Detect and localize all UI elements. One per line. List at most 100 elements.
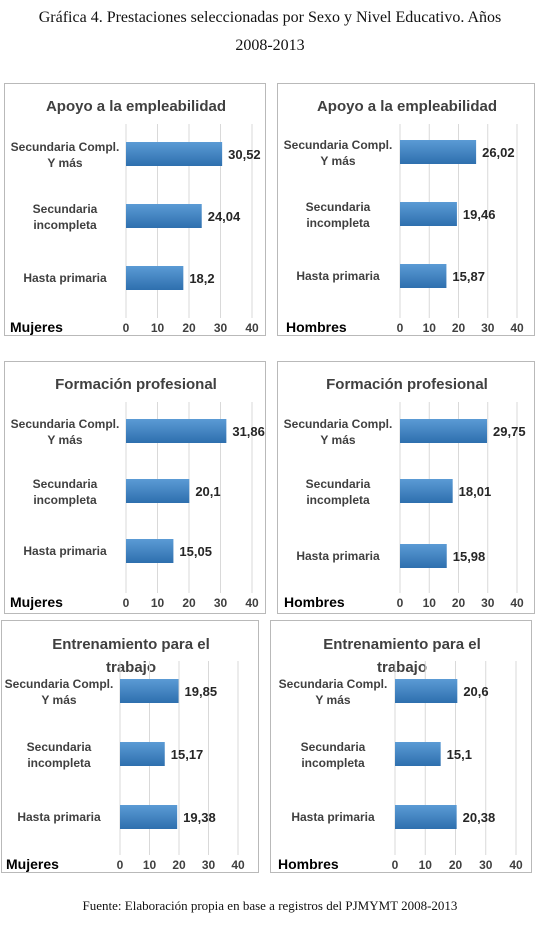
data-label: 15,17 xyxy=(171,747,204,762)
tick-label: 40 xyxy=(510,321,524,335)
tick-label: 10 xyxy=(419,858,433,872)
data-label: 24,04 xyxy=(208,209,241,224)
tick-label: 40 xyxy=(231,858,245,872)
chart-panel-3: Formación profesional 31,86 Secundaria Com… xyxy=(4,361,266,614)
tick-label: 30 xyxy=(214,596,228,610)
data-label: 20,6 xyxy=(463,684,488,699)
chart-svg-5: Entrenamiento para el trabajo 19,85 Secunda… xyxy=(5,636,245,872)
tick-label: 40 xyxy=(509,858,523,872)
tick-label: 40 xyxy=(245,596,259,610)
category-label: Hasta primaria xyxy=(291,810,375,824)
chart-panel-2: Apoyo a la empleabilidad 26,02 Secundaria … xyxy=(277,83,535,336)
gender-label: Mujeres xyxy=(10,319,63,335)
data-label: 26,02 xyxy=(482,145,515,160)
chart-title: Entrenamiento para el trabajo xyxy=(323,636,481,676)
category-label: Secundaria incompleta xyxy=(33,477,98,507)
bar xyxy=(126,419,227,443)
chart-svg-1: Apoyo a la empleabilidad 30,52 Secundaria … xyxy=(10,98,261,335)
category-label: Secundaria Compl. Y más xyxy=(279,677,388,707)
category-label: Hasta primaria xyxy=(296,549,380,563)
tick-label: 0 xyxy=(117,858,124,872)
tick-label: 40 xyxy=(510,596,524,610)
tick-label: 0 xyxy=(123,321,130,335)
data-label: 30,52 xyxy=(228,147,261,162)
chart-svg-4: Formación profesional 29,75 Secundaria Com… xyxy=(284,376,526,610)
bar xyxy=(126,204,202,228)
bar xyxy=(126,479,190,503)
chart-panel-1: Apoyo a la empleabilidad 30,52 Secundaria … xyxy=(4,83,266,336)
category-label: Hasta primaria xyxy=(296,269,380,283)
chart-title: Apoyo a la empleabilidad xyxy=(317,98,497,115)
category-label: Secundaria Compl. Y más xyxy=(5,677,114,707)
data-label: 15,05 xyxy=(179,544,212,559)
tick-label: 20 xyxy=(449,858,463,872)
data-label: 19,85 xyxy=(185,684,218,699)
chart-panel-4: Formación profesional 29,75 Secundaria Com… xyxy=(277,361,535,614)
tick-label: 40 xyxy=(245,321,259,335)
tick-label: 20 xyxy=(182,321,196,335)
tick-label: 10 xyxy=(143,858,157,872)
chart-title: Apoyo a la empleabilidad xyxy=(46,98,226,115)
bar xyxy=(120,679,179,703)
category-label: Secundaria incompleta xyxy=(27,740,92,770)
gender-label: Mujeres xyxy=(6,856,59,872)
figure-title-line-2: 2008-2013 xyxy=(235,37,305,54)
chart-title: Formación profesional xyxy=(326,376,488,393)
data-label: 19,38 xyxy=(183,810,216,825)
bar xyxy=(395,742,441,766)
data-label: 31,86 xyxy=(232,424,265,439)
bar xyxy=(126,142,223,166)
tick-label: 10 xyxy=(423,596,437,610)
bar xyxy=(400,479,453,503)
tick-label: 10 xyxy=(151,321,165,335)
tick-label: 0 xyxy=(123,596,130,610)
tick-label: 20 xyxy=(182,596,196,610)
tick-label: 20 xyxy=(452,321,466,335)
chart-panel-5: Entrenamiento para el trabajo 19,85 Secunda… xyxy=(1,620,259,873)
chart-title: Formación profesional xyxy=(55,376,217,393)
tick-label: 20 xyxy=(452,596,466,610)
category-label: Hasta primaria xyxy=(23,271,107,285)
data-label: 18,2 xyxy=(189,271,214,286)
tick-label: 30 xyxy=(202,858,216,872)
source-note: Fuente: Elaboración propia en base a reg… xyxy=(82,898,458,913)
gender-label: Mujeres xyxy=(10,594,63,610)
bar xyxy=(120,805,178,829)
chart-svg-2: Apoyo a la empleabilidad 26,02 Secundaria … xyxy=(284,98,524,335)
tick-label: 20 xyxy=(172,858,186,872)
tick-label: 0 xyxy=(397,321,404,335)
bar xyxy=(400,544,447,568)
category-label: Secundaria Compl. Y más xyxy=(11,140,120,170)
bar xyxy=(400,140,477,164)
tick-label: 30 xyxy=(214,321,228,335)
chart-svg-3: Formación profesional 31,86 Secundaria Com… xyxy=(10,376,265,610)
bar xyxy=(395,805,457,829)
gender-label: Hombres xyxy=(278,856,339,872)
category-label: Secundaria incompleta xyxy=(301,740,366,770)
figure-title: Gráfica 4. Prestaciones seleccionadas po… xyxy=(0,4,540,60)
category-label: Secundaria incompleta xyxy=(33,202,98,232)
data-label: 20,38 xyxy=(463,810,496,825)
tick-label: 10 xyxy=(151,596,165,610)
data-label: 20,1 xyxy=(195,484,220,499)
figure-title-line-1: Gráfica 4. Prestaciones seleccionadas po… xyxy=(38,9,502,26)
bar xyxy=(126,266,184,290)
bar xyxy=(400,419,488,443)
tick-label: 30 xyxy=(481,321,495,335)
data-label: 15,1 xyxy=(447,747,472,762)
category-label: Hasta primaria xyxy=(23,544,107,558)
bar xyxy=(395,679,458,703)
category-label: Secundaria incompleta xyxy=(306,477,371,507)
category-label: Secundaria Compl. Y más xyxy=(284,138,393,168)
chart-title: Entrenamiento para el trabajo xyxy=(52,636,210,676)
tick-label: 10 xyxy=(423,321,437,335)
bar xyxy=(126,539,174,563)
tick-label: 30 xyxy=(481,596,495,610)
tick-label: 0 xyxy=(397,596,404,610)
category-label: Secundaria Compl. Y más xyxy=(11,417,120,447)
data-label: 15,87 xyxy=(452,269,485,284)
category-label: Hasta primaria xyxy=(17,810,101,824)
category-label: Secundaria incompleta xyxy=(306,200,371,230)
data-label: 19,46 xyxy=(463,207,496,222)
data-label: 29,75 xyxy=(493,424,526,439)
